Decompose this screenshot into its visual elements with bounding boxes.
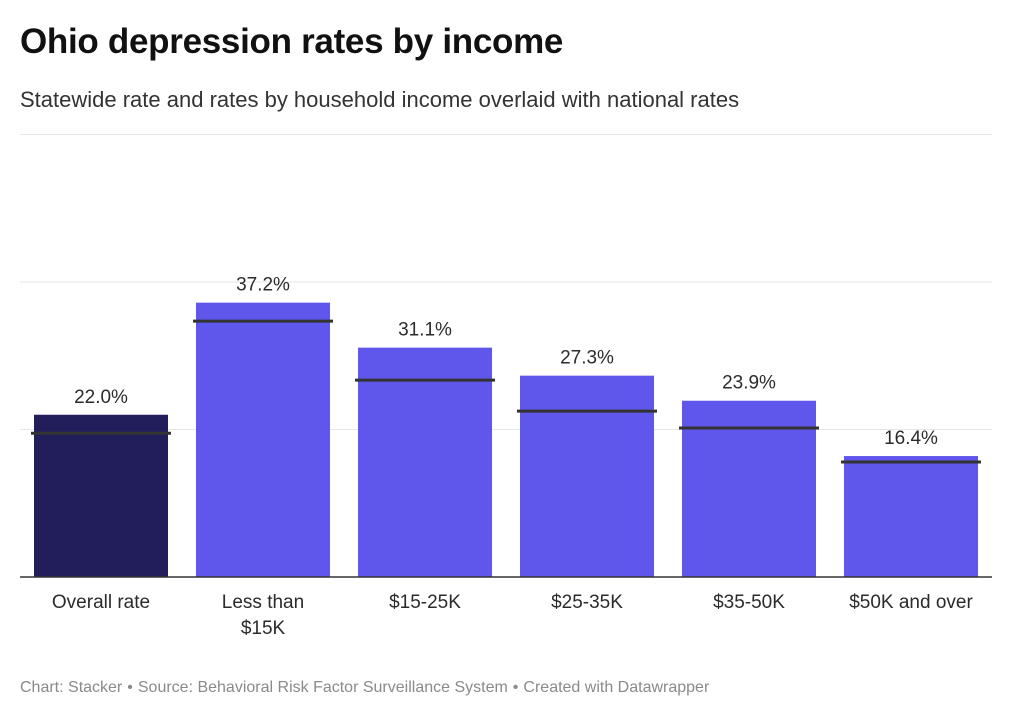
category-label: Less than xyxy=(222,592,304,613)
category-label: $25-35K xyxy=(551,592,623,613)
bar xyxy=(682,400,816,577)
category-label: $35-50K xyxy=(713,592,785,613)
category-label: Overall rate xyxy=(52,592,150,613)
value-label: 23.9% xyxy=(722,373,776,394)
value-label: 27.3% xyxy=(560,348,614,369)
gridlines xyxy=(20,281,992,430)
value-label: 22.0% xyxy=(74,387,128,408)
national-rate-markers xyxy=(31,319,981,464)
chart-subtitle: Statewide rate and rates by household in… xyxy=(20,87,740,112)
footer-separator: • xyxy=(512,679,519,696)
source-credit: Source: Behavioral Risk Factor Surveilla… xyxy=(137,679,508,696)
footer: Chart: Stacker • Source: Behavioral Risk F… xyxy=(20,679,709,697)
chart-title: Ohio depression rates by income xyxy=(20,22,564,61)
category-labels: Overall rate Less than $15K $15-25K $25-35K $… xyxy=(52,592,974,639)
value-label: 37.2% xyxy=(236,275,290,296)
footer-separator: • xyxy=(127,679,133,696)
bars xyxy=(34,302,978,577)
value-label: 31.1% xyxy=(398,320,452,341)
value-label: 16.4% xyxy=(884,428,938,449)
bar xyxy=(520,375,654,577)
bar xyxy=(358,347,492,577)
header-divider xyxy=(20,134,992,135)
category-label: $15-25K xyxy=(389,592,461,613)
bar xyxy=(196,302,330,577)
category-label: $15K xyxy=(241,618,286,639)
bar xyxy=(34,414,168,577)
category-label: $50K and over xyxy=(849,592,973,613)
value-labels: 22.0% 37.2% 31.1% 27.3% 23.9% 16.4% xyxy=(74,275,938,449)
bar xyxy=(844,456,978,577)
created-with: Created with Datawrapper xyxy=(523,679,710,696)
chart-credit: Chart: Stacker xyxy=(20,679,123,696)
